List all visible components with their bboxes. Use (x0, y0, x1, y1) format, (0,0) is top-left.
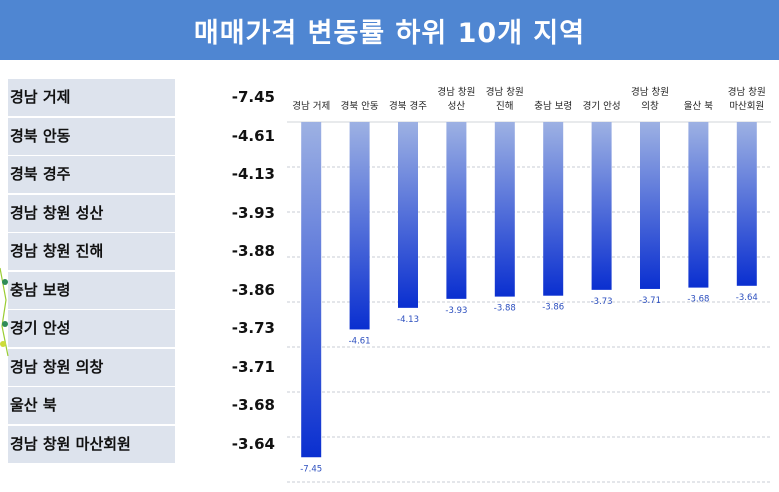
category-tick-label: 진해 (496, 100, 513, 112)
region-value: -3.71 (175, 348, 275, 386)
bar (688, 122, 709, 288)
table-row: 울산 북 -3.68 (8, 387, 278, 426)
bar (349, 122, 370, 330)
table-row: 경남 창원 성산 -3.93 (8, 194, 278, 233)
category-tick-label: 경남 거제 (292, 100, 330, 112)
bar-value-label: -3.93 (445, 306, 467, 316)
region-name: 경남 창원 의창 (8, 348, 175, 386)
table-row: 경남 창원 진해 -3.88 (8, 233, 278, 272)
region-name: 경북 안동 (8, 117, 175, 155)
bar-value-label: -3.86 (542, 303, 564, 313)
region-value: -3.93 (175, 194, 275, 232)
decorative-dots (0, 267, 9, 357)
category-tick-label: 성산 (448, 101, 466, 112)
region-name: 경남 거제 (8, 79, 175, 116)
category-tick-label: 경북 경주 (389, 100, 427, 112)
bar (398, 122, 418, 308)
bar-value-label: -3.88 (494, 304, 516, 314)
bar-value-label: -7.45 (300, 464, 322, 474)
region-value: -3.88 (175, 233, 275, 270)
region-value: -3.86 (175, 271, 275, 309)
region-name: 경남 창원 진해 (8, 233, 175, 270)
region-table: 경남 거제 -7.45 경북 안동 -4.61 경북 경주 -4.13 경남 창원 성… (8, 79, 278, 464)
bar-value-label: -4.13 (397, 315, 419, 325)
bar (736, 122, 757, 286)
bar-value-label: -4.61 (349, 336, 371, 346)
bar-value-label: -3.64 (736, 293, 758, 303)
category-tick-label: 의창 (641, 101, 659, 112)
bar (591, 122, 612, 290)
region-name: 경남 창원 마산회원 (8, 425, 175, 463)
region-name: 경북 경주 (8, 156, 175, 193)
region-value: -4.61 (175, 117, 275, 155)
bar-value-label: -3.73 (591, 297, 613, 307)
region-value: -3.68 (175, 387, 275, 424)
category-tick-label: 경남 창원 (728, 86, 766, 98)
category-tick-label: 경기 안성 (583, 100, 621, 112)
category-tick-label: 경남 창원 (631, 86, 669, 98)
bar (640, 122, 660, 289)
category-tick-label: 경북 안동 (341, 100, 379, 112)
table-row: 경기 안성 -3.73 (8, 310, 278, 349)
bars (301, 122, 757, 458)
region-name: 충남 보령 (8, 271, 175, 309)
value-labels: -7.45 -4.61 -4.13 -3.93 -3.88 -3.86 -3.73 -3.71… (300, 293, 758, 474)
bar (301, 122, 322, 458)
table-row: 경북 안동 -4.61 (8, 117, 278, 156)
category-tick-label: 마산회원 (729, 101, 764, 112)
bar (446, 122, 467, 299)
bar (494, 122, 515, 297)
region-value: -3.73 (175, 310, 275, 347)
table-row: 경북 경주 -4.13 (8, 156, 278, 195)
title-banner: 매매가격 변동률 하위 10개 지역 (0, 0, 779, 60)
bar-value-label: -3.71 (639, 296, 661, 306)
region-name: 경기 안성 (8, 310, 175, 347)
category-tick-label: 경남 창원 (486, 86, 524, 98)
region-name: 울산 북 (8, 387, 175, 424)
region-value: -3.64 (175, 425, 275, 463)
table-row: 경남 창원 의창 -3.71 (8, 348, 278, 387)
bar-value-label: -3.68 (687, 295, 709, 305)
table-row: 충남 보령 -3.86 (8, 271, 278, 310)
region-name: 경남 창원 성산 (8, 194, 175, 232)
category-tick-label: 경남 창원 (437, 86, 475, 98)
bar (543, 122, 564, 296)
table-row: 경남 창원 마산회원 -3.64 (8, 425, 278, 464)
page-title: 매매가격 변동률 하위 10개 지역 (193, 17, 586, 49)
table-row: 경남 거제 -7.45 (8, 79, 278, 118)
category-tick-label: 충남 보령 (534, 100, 572, 112)
category-tick-label: 울산 북 (684, 101, 713, 112)
region-value: -4.13 (175, 156, 275, 193)
region-value: -7.45 (175, 79, 275, 116)
